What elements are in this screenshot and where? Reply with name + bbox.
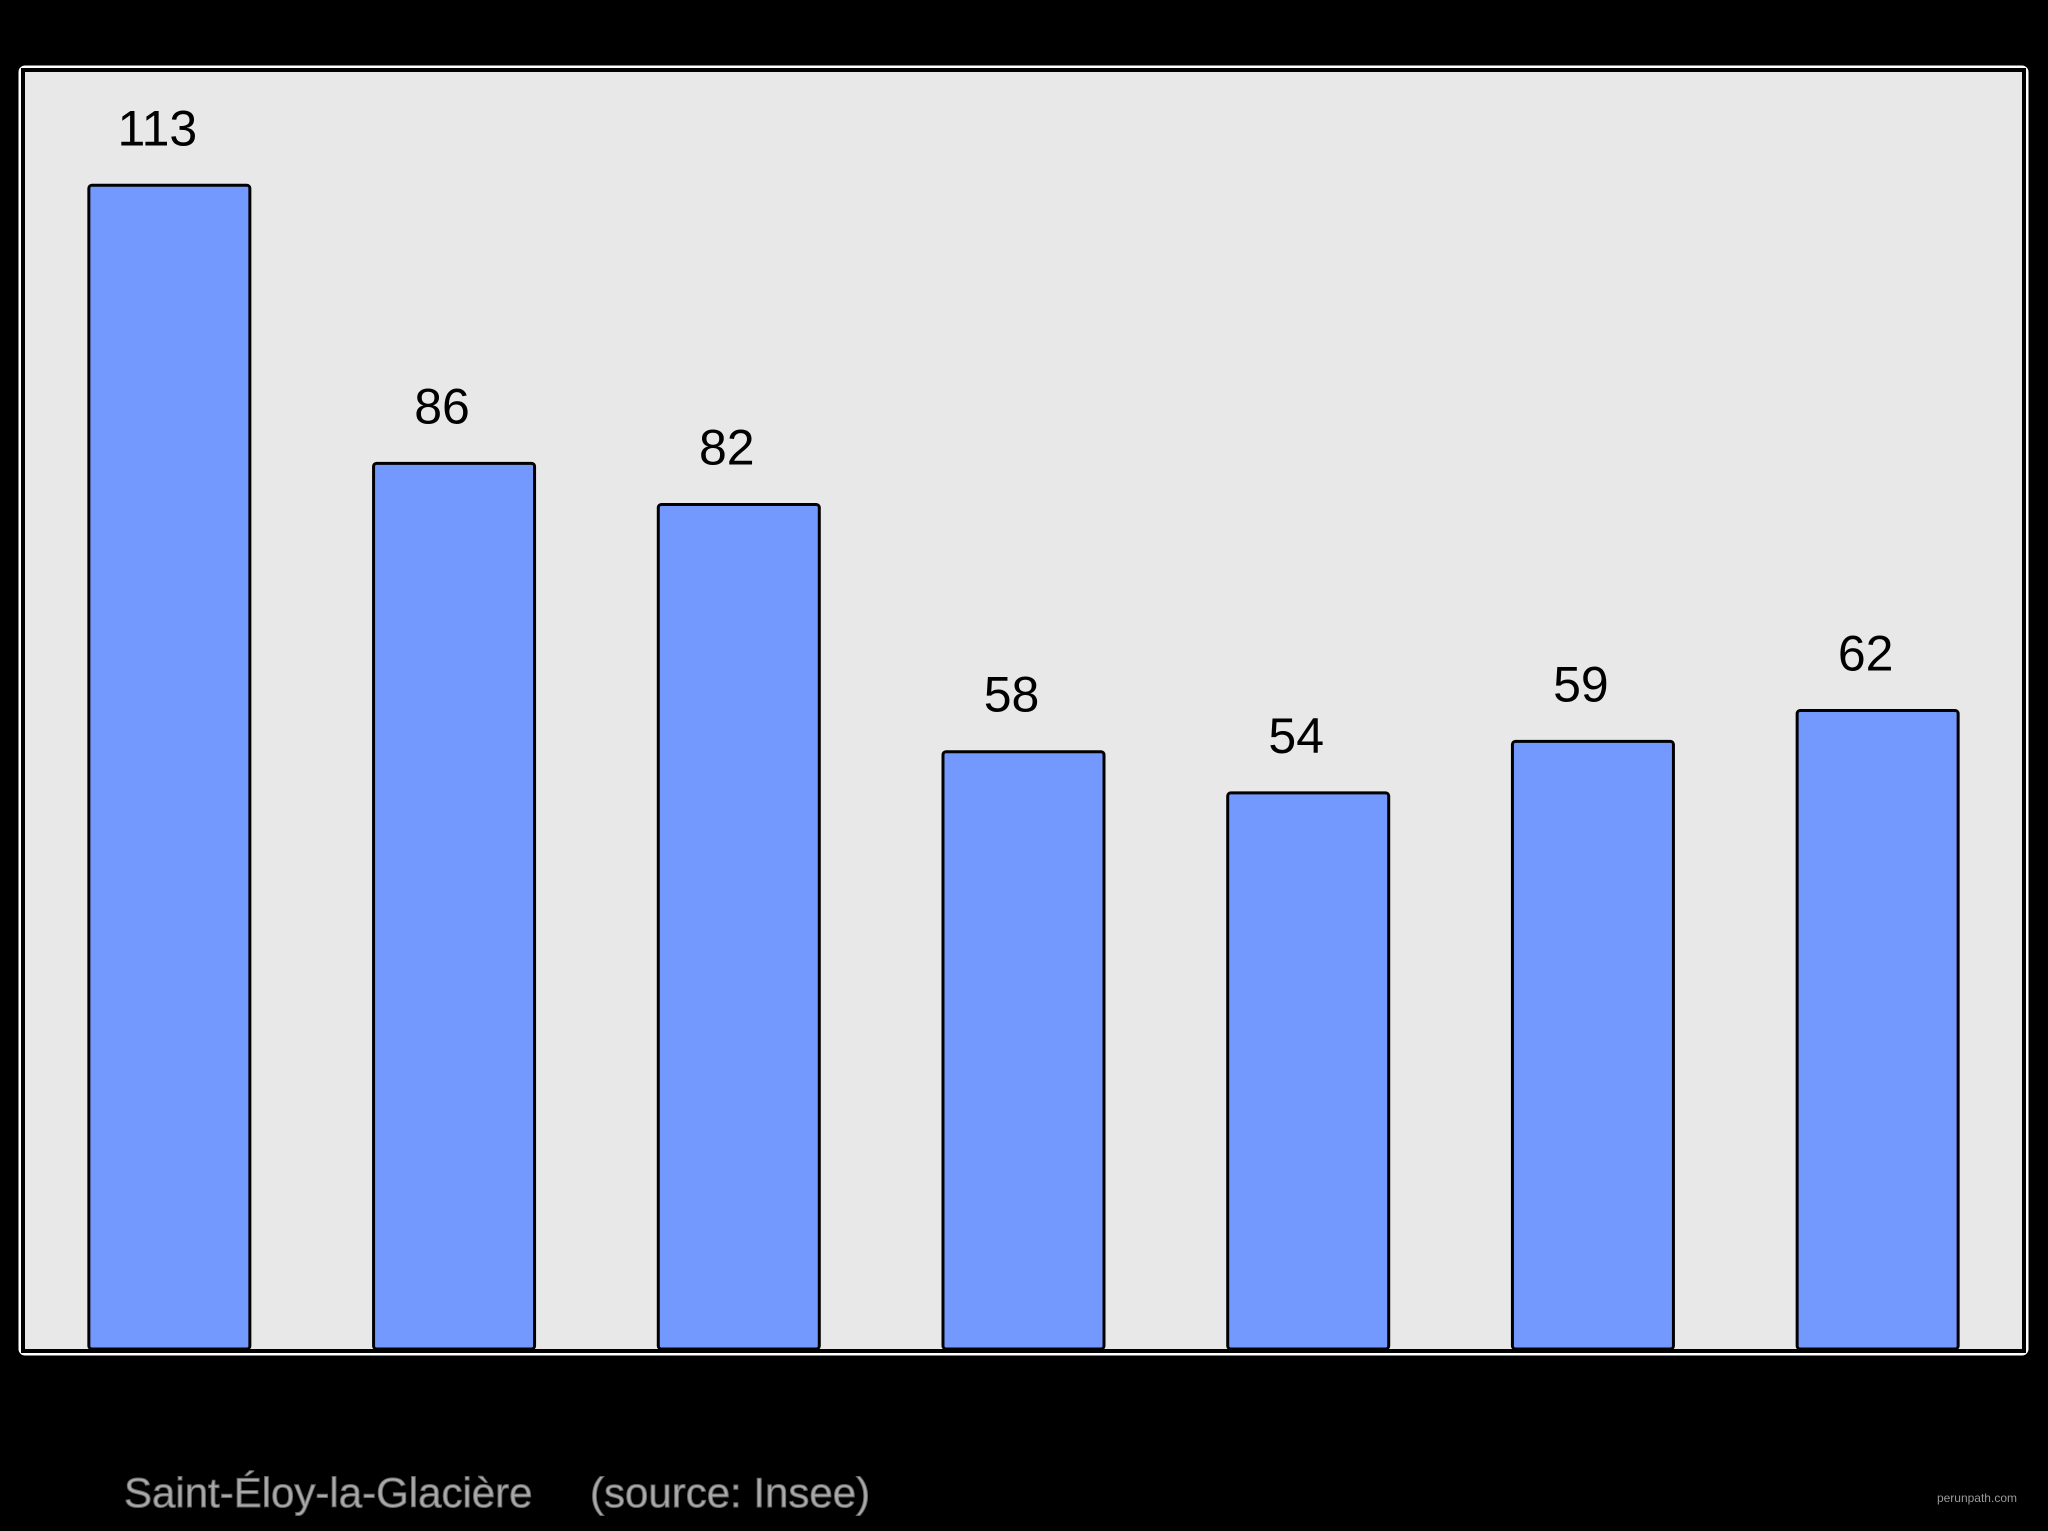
bar	[1226, 791, 1391, 1351]
data-label: 54	[1268, 708, 1324, 764]
data-label: 86	[414, 378, 470, 434]
data-label: 113	[117, 100, 197, 156]
bar	[372, 461, 537, 1351]
data-label: 59	[1553, 656, 1609, 712]
bar	[87, 183, 252, 1351]
data-label: 82	[699, 420, 755, 476]
plot-border	[21, 68, 2026, 1353]
data-label: 62	[1838, 626, 1894, 682]
data-label: 58	[984, 667, 1040, 723]
bar	[941, 750, 1106, 1351]
bar	[1510, 739, 1675, 1351]
watermark: perunpath.com	[1937, 1491, 2017, 1505]
bar	[656, 503, 821, 1351]
source: (source: Insee)	[590, 1469, 870, 1516]
bar	[1795, 709, 1960, 1351]
caption: Saint-Éloy-la-Glacière	[124, 1469, 532, 1516]
